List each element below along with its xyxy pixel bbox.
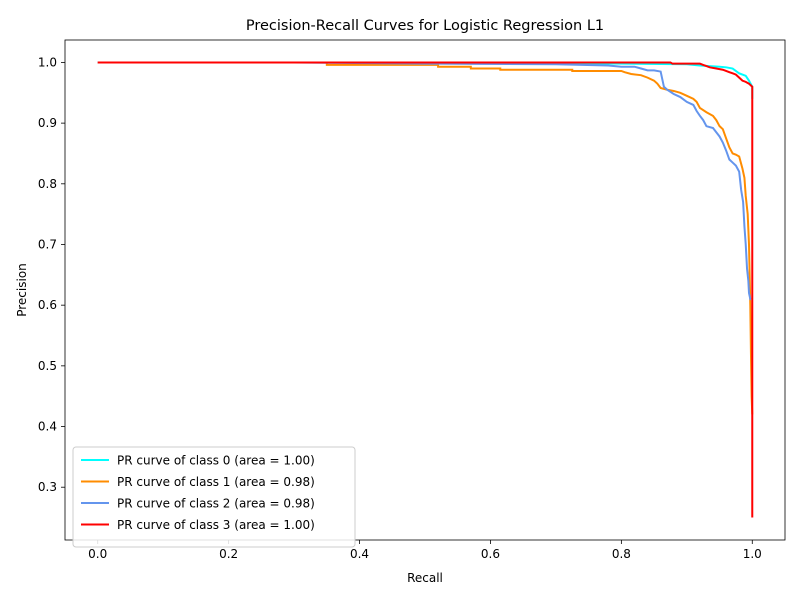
- series-line-class-0: [97, 61, 754, 99]
- plot-area: 0.0 0.2 0.4 0.6 0.8 1.0 0.3 0.4 0.5 0.6 0.7 0.8 0.9 1…: [38, 39, 786, 561]
- y-tick-label: 1.0: [38, 55, 57, 69]
- y-tick-label: 0.3: [38, 480, 57, 494]
- series-line-class-1: [97, 61, 754, 415]
- x-tick-label: 0.4: [350, 547, 369, 561]
- legend-label-class-2: PR curve of class 2 (area = 0.98): [117, 497, 315, 511]
- legend-box: [72, 446, 356, 548]
- x-tick-label: 0.8: [612, 547, 631, 561]
- legend-label-class-3: PR curve of class 3 (area = 1.00): [117, 518, 315, 532]
- y-tick-label: 0.7: [38, 237, 57, 251]
- y-axis-label: Precision: [15, 263, 29, 317]
- series-line-class-3: [97, 61, 754, 518]
- y-tick-label: 0.9: [38, 116, 57, 130]
- y-tick-label: 0.4: [38, 420, 57, 434]
- y-tick-label: 0.6: [38, 298, 57, 312]
- legend-label-class-1: PR curve of class 1 (area = 0.98): [117, 475, 315, 489]
- x-axis-label: Recall: [407, 571, 443, 585]
- series-line-class-2: [97, 61, 752, 301]
- y-tick-label: 0.8: [38, 177, 57, 191]
- legend: PR curve of class 0 (area = 1.00) PR curv…: [72, 446, 356, 548]
- y-tick-label: 0.5: [38, 359, 57, 373]
- legend-label-class-0: PR curve of class 0 (area = 1.00): [117, 454, 315, 468]
- chart-title: Precision-Recall Curves for Logistic Reg…: [246, 18, 604, 34]
- x-tick-label: 0.2: [219, 547, 238, 561]
- x-tick-label: 0.6: [481, 547, 500, 561]
- x-tick-label: 1.0: [743, 547, 762, 561]
- axes-frame: [64, 39, 786, 541]
- x-tick-label: 0.0: [88, 547, 107, 561]
